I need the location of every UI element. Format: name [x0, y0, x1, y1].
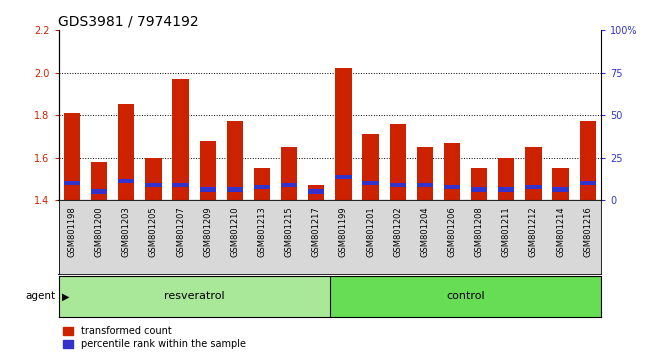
Bar [444, 143, 460, 200]
Text: GSM801203: GSM801203 [122, 206, 131, 257]
Bar [580, 121, 596, 200]
Bar [417, 147, 433, 200]
Bar [64, 113, 80, 200]
Text: ▶: ▶ [62, 291, 70, 302]
Bar [552, 187, 569, 192]
Bar [471, 168, 488, 200]
Text: GSM801208: GSM801208 [474, 206, 484, 257]
Text: GDS3981 / 7974192: GDS3981 / 7974192 [58, 15, 199, 29]
Bar [330, 276, 601, 317]
Bar [146, 158, 162, 200]
Bar [64, 181, 80, 185]
Text: GSM801199: GSM801199 [339, 206, 348, 257]
Legend: transformed count, percentile rank within the sample: transformed count, percentile rank withi… [63, 326, 246, 349]
Text: GSM801215: GSM801215 [285, 206, 294, 257]
Bar [118, 104, 135, 200]
Text: resveratrol: resveratrol [164, 291, 224, 302]
Text: control: control [447, 291, 485, 302]
Bar [172, 79, 188, 200]
Bar [417, 183, 433, 187]
Bar [200, 141, 216, 200]
Bar [254, 185, 270, 189]
Bar [389, 183, 406, 187]
Bar [281, 147, 297, 200]
Text: GSM801207: GSM801207 [176, 206, 185, 257]
Bar [471, 187, 488, 192]
Text: GSM801202: GSM801202 [393, 206, 402, 257]
Bar [525, 147, 541, 200]
Bar [498, 158, 514, 200]
Bar [525, 185, 541, 189]
Bar [118, 179, 135, 183]
Bar [281, 183, 297, 187]
Text: GSM801200: GSM801200 [95, 206, 104, 257]
Bar [308, 189, 324, 194]
Bar [444, 185, 460, 189]
Text: GSM801212: GSM801212 [529, 206, 538, 257]
Bar [363, 134, 379, 200]
Bar [200, 187, 216, 192]
Bar [227, 121, 243, 200]
Bar [552, 168, 569, 200]
Bar [308, 185, 324, 200]
Bar [335, 175, 352, 179]
Text: agent: agent [25, 291, 55, 302]
Bar [363, 181, 379, 185]
Text: GSM801211: GSM801211 [502, 206, 511, 257]
Bar [91, 189, 107, 194]
Bar [172, 183, 188, 187]
Text: GSM801198: GSM801198 [68, 206, 77, 257]
Text: GSM801214: GSM801214 [556, 206, 565, 257]
Bar [580, 181, 596, 185]
Text: GSM801201: GSM801201 [366, 206, 375, 257]
Bar [389, 124, 406, 200]
Text: GSM801206: GSM801206 [447, 206, 456, 257]
Text: GSM801204: GSM801204 [421, 206, 430, 257]
Text: GSM801205: GSM801205 [149, 206, 158, 257]
Bar [146, 183, 162, 187]
Text: GSM801216: GSM801216 [583, 206, 592, 257]
Bar [58, 276, 330, 317]
Text: GSM801217: GSM801217 [312, 206, 321, 257]
Bar [91, 162, 107, 200]
Bar [498, 187, 514, 192]
Bar [227, 187, 243, 192]
Bar [254, 168, 270, 200]
Text: GSM801210: GSM801210 [230, 206, 239, 257]
Text: GSM801213: GSM801213 [257, 206, 266, 257]
Bar [335, 68, 352, 200]
Text: GSM801209: GSM801209 [203, 206, 213, 257]
